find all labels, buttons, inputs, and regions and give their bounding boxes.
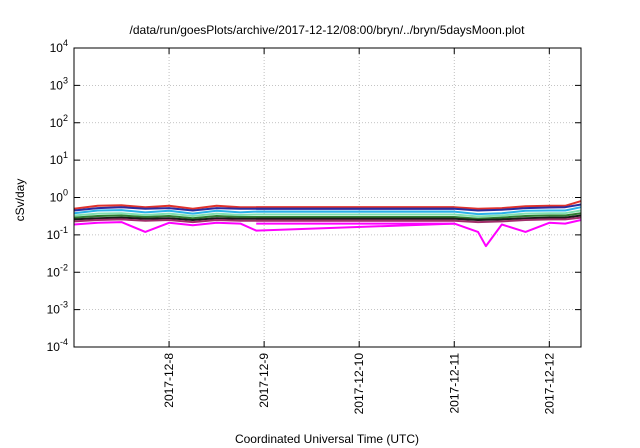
y-axis-label: cSv/day (13, 179, 27, 222)
series-line-8 (73, 219, 582, 248)
y-tick-label: 104 (50, 38, 68, 55)
series-line-7 (73, 216, 582, 224)
series-line-6 (73, 214, 582, 221)
y-tick-label: 102 (50, 113, 68, 130)
x-tick-label: 2017-12-11 (447, 353, 461, 414)
series-line-5 (73, 212, 582, 220)
y-tick-label: 100 (50, 188, 68, 205)
y-tick-label: 101 (50, 150, 68, 167)
series-layer (73, 200, 582, 248)
x-tick-label: 2017-12-8 (162, 353, 176, 408)
series-line-3 (73, 206, 582, 216)
axis-ticks: 10-4 10-3 10-2 10-1 100 101 102 103 104 2017-12-8… (47, 38, 581, 414)
series-line-1 (73, 200, 582, 210)
x-axis-label: Coordinated Universal Time (UTC) (235, 432, 419, 446)
y-tick-label: 10-2 (47, 262, 68, 279)
grid-lines (74, 48, 581, 347)
series-line-2 (73, 203, 582, 212)
y-tick-label: 103 (50, 75, 68, 92)
y-tick-label: 10-4 (47, 337, 68, 354)
x-tick-label: 2017-12-10 (352, 353, 366, 415)
y-tick-label: 10-1 (47, 225, 68, 242)
x-tick-label: 2017-12-12 (542, 353, 556, 415)
series-line-4 (73, 209, 582, 218)
y-tick-label: 10-3 (47, 300, 68, 317)
chart-title: /data/run/goesPlots/archive/2017-12-12/0… (130, 23, 526, 37)
plot-frame (73, 47, 582, 348)
x-tick-label: 2017-12-9 (257, 353, 271, 408)
